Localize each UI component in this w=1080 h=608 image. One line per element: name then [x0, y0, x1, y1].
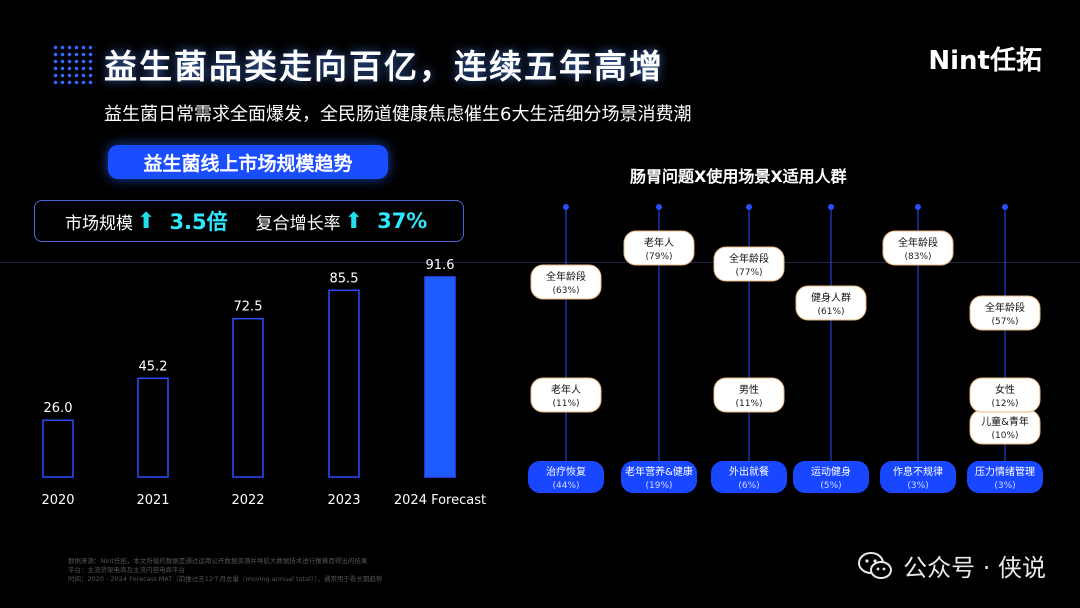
scenario-pill — [793, 461, 869, 493]
audience-percent: (61%) — [817, 307, 844, 317]
bar-value-label: 72.5 — [234, 300, 263, 315]
audience-bubble — [530, 377, 602, 413]
audience-label: 全年龄段 — [546, 270, 586, 283]
dot-grid-decoration — [52, 44, 96, 84]
footnote-line: 平台：主流货架电商及主流内容电商平台 — [68, 566, 185, 574]
bar-value-label: 85.5 — [330, 271, 359, 286]
cagr-value: 37% — [377, 209, 428, 233]
audience-percent: (77%) — [735, 268, 762, 278]
brand-logo: Nint任拓 — [928, 46, 1042, 76]
page-title: 益生菌品类走向百亿，连续五年高增 — [104, 47, 664, 86]
audience-percent: (11%) — [735, 399, 762, 409]
audience-bubble — [713, 246, 785, 282]
scenario-percent: (3%) — [907, 481, 928, 491]
audience-label: 健身人群 — [811, 291, 851, 304]
market-size-value: 3.5倍 — [169, 210, 228, 234]
scenario-label: 压力情绪管理 — [975, 465, 1035, 478]
audience-percent: (11%) — [552, 399, 579, 409]
bar — [424, 276, 456, 478]
bar-value-label: 26.0 — [44, 401, 73, 416]
data-source-footnote: 数据来源：Nint任拓，本文所载的数据是通过运用公开数据资源并导航大数据技术进行… — [68, 557, 428, 584]
bar — [328, 289, 360, 478]
scenario-percent: (44%) — [552, 481, 579, 491]
scenario-pill — [711, 461, 787, 493]
bar-value-label: 91.6 — [426, 258, 455, 273]
x-axis-tick-label: 2024 Forecast — [394, 493, 486, 508]
growth-stats-box: 市场规模 ⬆ 3.5倍 复合增长率 ⬆ 37% — [34, 200, 464, 242]
audience-bubble — [623, 230, 695, 266]
wechat-watermark: 公众号 · 侠说 — [857, 548, 1046, 583]
x-axis-tick-label: 2021 — [136, 493, 169, 508]
column-dot — [828, 204, 834, 210]
scenario-matrix-chart: 老年人 (11%) 全年龄段 (63%) 治疗恢复 (44%) 老年人 (79%) 老年营养&健… — [528, 204, 1043, 493]
bar — [42, 419, 74, 478]
market-trend-title: 益生菌线上市场规模趋势 — [108, 145, 388, 179]
scenario-percent: (5%) — [820, 481, 841, 491]
audience-percent: (57%) — [991, 317, 1018, 327]
scenario-pill — [621, 461, 697, 493]
audience-bubble — [969, 295, 1041, 331]
divider-line — [0, 262, 1080, 263]
footnote-line: 时间：2020 - 2024 Forecast MAT（前推过去12个月总量（m… — [68, 575, 383, 583]
audience-percent: (63%) — [552, 286, 579, 296]
audience-percent: (79%) — [645, 252, 672, 262]
scenario-percent: (6%) — [738, 481, 759, 491]
audience-label: 女性 — [995, 383, 1015, 396]
market-size-bar-chart: 26.0 2020 45.2 2021 72.5 2022 85.5 2023 91.6 2024… — [41, 258, 486, 508]
audience-label: 全年龄段 — [729, 252, 769, 265]
page-subtitle: 益生菌日常需求全面爆发，全民肠道健康焦虑催生6大生活细分场景消费潮 — [104, 104, 692, 125]
audience-bubble — [713, 377, 785, 413]
scenario-label: 外出就餐 — [729, 465, 769, 478]
scenario-percent: (3%) — [994, 481, 1015, 491]
audience-bubble — [795, 285, 867, 321]
x-axis-tick-label: 2020 — [41, 493, 74, 508]
x-axis-tick-label: 2023 — [327, 493, 360, 508]
up-arrow-icon: ⬆ — [137, 208, 156, 234]
scenario-pill — [528, 461, 604, 493]
watermark-text: 公众号 · 侠说 — [903, 554, 1046, 582]
audience-label: 全年龄段 — [898, 236, 938, 249]
scenario-label: 治疗恢复 — [546, 465, 586, 478]
audience-percent: (12%) — [991, 399, 1018, 409]
audience-percent: (83%) — [904, 252, 931, 262]
column-dot — [656, 204, 662, 210]
market-size-label: 市场规模 — [65, 213, 133, 234]
audience-percent: (10%) — [991, 431, 1018, 441]
column-dot — [563, 204, 569, 210]
scenario-pill — [967, 461, 1043, 493]
scenario-chart-title: 肠胃问题X使用场景X适用人群 — [630, 167, 847, 186]
audience-bubble — [882, 230, 954, 266]
audience-label: 男性 — [739, 383, 759, 396]
cagr-label: 复合增长率 — [255, 213, 341, 234]
wechat-icon — [858, 551, 893, 579]
audience-label: 老年人 — [551, 383, 581, 396]
scenario-pill — [880, 461, 956, 493]
bar — [232, 317, 264, 478]
column-dot — [1002, 204, 1008, 210]
audience-label: 老年人 — [644, 236, 674, 249]
bar — [137, 377, 169, 478]
footnote-line: 数据来源：Nint任拓，本文所载的数据是通过运用公开数据资源并导航大数据技术进行… — [68, 557, 368, 565]
audience-label: 儿童&青年 — [981, 415, 1029, 428]
x-axis-tick-label: 2022 — [231, 493, 264, 508]
column-dot — [746, 204, 752, 210]
scenario-label: 老年营养&健康 — [625, 465, 693, 478]
audience-label: 全年龄段 — [985, 301, 1025, 314]
scenario-percent: (19%) — [645, 481, 672, 491]
audience-bubble — [530, 264, 602, 300]
scenario-label: 作息不规律 — [893, 465, 943, 478]
bar-value-label: 45.2 — [139, 359, 168, 374]
up-arrow-icon: ⬆ — [344, 208, 364, 234]
audience-bubble — [969, 377, 1041, 413]
column-dot — [915, 204, 921, 210]
scenario-label: 运动健身 — [811, 465, 851, 478]
